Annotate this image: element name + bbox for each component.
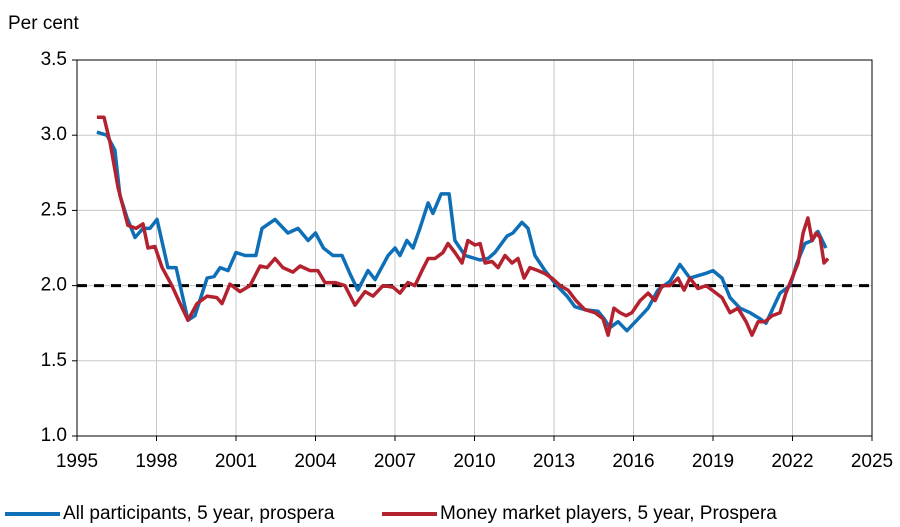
x-tick-label: 2022 [771,451,813,472]
x-tick-label: 1998 [135,451,177,472]
y-tick-label: 3.0 [41,124,67,145]
y-tick-label: 1.0 [41,425,67,446]
legend-label: Money market players, 5 year, Prospera [440,503,777,524]
y-tick-label: 1.5 [41,350,67,371]
legend-label: All participants, 5 year, prospera [63,503,335,524]
y-axis-label: Per cent [8,13,79,34]
y-tick-label: 3.5 [41,49,67,70]
x-tick-label: 2001 [215,451,257,472]
x-tick-label: 2025 [851,451,893,472]
series-line [96,115,830,337]
x-tick-label: 2007 [374,451,416,472]
x-tick-label: 1995 [56,451,98,472]
x-tick-label: 2016 [612,451,654,472]
y-tick-label: 2.5 [41,199,67,220]
x-tick-label: 2010 [453,451,495,472]
plot-frame [76,59,873,437]
x-tick-label: 2004 [294,451,337,472]
series-line [96,130,828,333]
x-tick-label: 2013 [533,451,575,472]
y-tick-label: 2.0 [41,275,67,296]
x-tick-label: 2019 [692,451,734,472]
